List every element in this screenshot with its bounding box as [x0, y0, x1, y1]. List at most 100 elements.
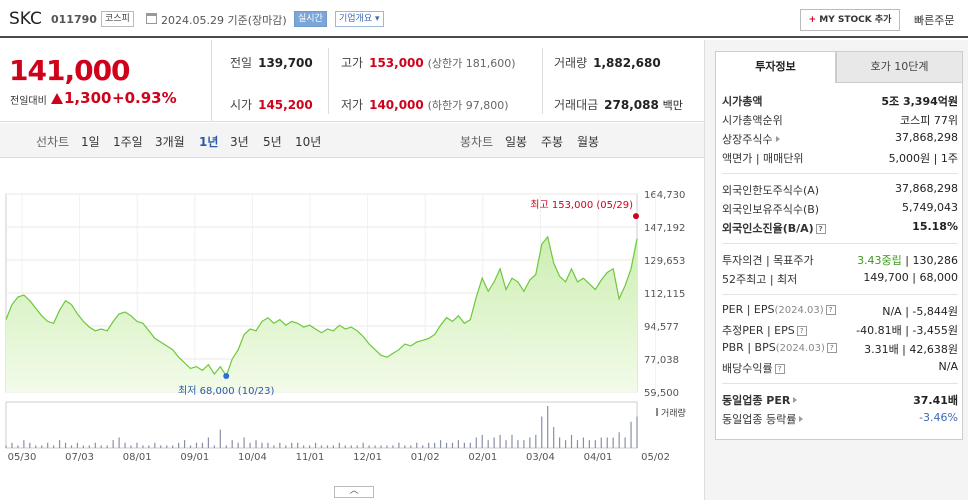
- period-1w[interactable]: 1주일: [113, 135, 143, 149]
- period-5y[interactable]: 5년: [263, 135, 282, 149]
- row-shares: 상장주식수 37,868,298: [722, 131, 958, 146]
- tab-investment-info[interactable]: 투자정보: [715, 51, 836, 83]
- volume-bar: [23, 440, 25, 448]
- stat-volume: 거래량 1,882,680: [554, 56, 661, 70]
- volume-legend-mark: [656, 408, 658, 416]
- candle-weekly[interactable]: 주봉: [541, 135, 564, 149]
- my-stock-add-button[interactable]: + MY STOCK 추가: [800, 9, 900, 31]
- x-tick-label: 05/30: [8, 452, 37, 463]
- realtime-button[interactable]: 실시간: [294, 11, 327, 27]
- period-1y[interactable]: 1년: [199, 135, 219, 149]
- x-tick-label: 07/03: [65, 452, 94, 463]
- volume-bar: [183, 440, 186, 448]
- chart-period-bar: 선차트 1일 1주일 3개월 1년 3년 5년 10년 봉차트 일봉 주봉 월봉: [0, 123, 704, 158]
- collapse-button[interactable]: ︿: [334, 486, 374, 498]
- volume-bar: [600, 437, 602, 448]
- volume-bar: [523, 440, 525, 448]
- divider: [542, 48, 543, 114]
- volume-bar: [439, 440, 442, 448]
- volume-bar: [297, 442, 299, 448]
- volume-bar: [195, 442, 198, 448]
- volume-bar: [148, 445, 150, 448]
- stock-header: SKC 011790 코스피 2024.05.29 기준(장마감) 실시간 기업…: [0, 0, 968, 38]
- volume-bar: [314, 442, 317, 448]
- volume-bar: [511, 434, 513, 448]
- row-par: 액면가 | 매매단위 5,000원 | 1주: [722, 152, 958, 165]
- stat-low: 저가 140,000 (하한가 97,800): [341, 98, 509, 112]
- volume-bar: [225, 445, 227, 448]
- volume-bar: [189, 445, 192, 448]
- y-tick-label: 164,730: [644, 190, 685, 201]
- volume-bar: [106, 445, 108, 448]
- y-tick-label: 59,500: [644, 388, 679, 399]
- company-info-dropdown[interactable]: 기업개요 ▾: [335, 11, 384, 27]
- stock-code: 011790: [51, 13, 97, 26]
- volume-bar: [404, 445, 406, 448]
- x-tick-label: 10/04: [238, 452, 267, 463]
- volume-bar: [618, 432, 620, 448]
- row-dividend: 배당수익률? N/A: [722, 360, 958, 375]
- tab-order-book[interactable]: 호가 10단계: [836, 51, 963, 83]
- volume-bar: [606, 437, 608, 448]
- volume-bar: [154, 442, 156, 448]
- candle-daily[interactable]: 일봉: [505, 135, 528, 149]
- high-label: 최고 153,000 (05/29): [530, 199, 633, 211]
- period-10y[interactable]: 10년: [295, 135, 322, 149]
- price-chart-svg: 164,730 147,192 129,653 112,115 94,577 77,038…: [5, 190, 686, 463]
- volume-bar: [350, 445, 352, 448]
- y-tick-label: 112,115: [644, 289, 685, 300]
- x-tick-label: 01/02: [411, 452, 440, 463]
- x-tick-label: 12/01: [353, 452, 382, 463]
- volume-bar: [344, 445, 346, 448]
- volume-bar: [386, 445, 388, 448]
- high-point: [633, 213, 639, 220]
- volume-bar: [112, 440, 114, 448]
- volume-bar: [11, 442, 13, 448]
- volume-bar: [451, 442, 454, 448]
- volume-bar: [255, 440, 257, 448]
- volume-bar: [499, 434, 501, 448]
- y-tick-label: 77,038: [644, 355, 679, 366]
- volume-bar: [201, 442, 204, 448]
- volume-bar: [308, 445, 311, 448]
- volume-bar: [559, 437, 561, 448]
- volume-bar: [428, 442, 430, 448]
- help-icon[interactable]: ?: [815, 224, 826, 234]
- volume-bar: [53, 445, 55, 448]
- volume-bar: [374, 445, 376, 448]
- row-sector-change: 동일업종 등락률 -3.46%: [722, 411, 958, 426]
- period-1d[interactable]: 1일: [81, 135, 100, 149]
- row-foreign-limit: 외국인한도주식수(A) 37,868,298: [722, 182, 958, 197]
- price-chart[interactable]: 164,730 147,192 129,653 112,115 94,577 77,038…: [0, 158, 704, 500]
- volume-bar: [326, 445, 329, 448]
- help-icon[interactable]: ?: [826, 343, 837, 353]
- help-icon[interactable]: ?: [825, 305, 836, 315]
- volume-bar: [124, 442, 126, 448]
- volume-bar: [564, 440, 567, 448]
- x-tick-label: 04/01: [584, 452, 613, 463]
- volume-bar: [279, 442, 281, 448]
- volume-bar: [94, 442, 96, 448]
- volume-bar: [481, 434, 483, 448]
- volume-bar: [582, 437, 585, 448]
- help-icon[interactable]: ?: [796, 326, 807, 336]
- volume-bar: [469, 442, 471, 448]
- expand-arrow-icon[interactable]: [775, 136, 780, 142]
- calendar-icon: [146, 13, 157, 24]
- candle-monthly[interactable]: 월봉: [577, 135, 600, 149]
- current-price-box: 141,000 전일대비 1,300 +0.93%: [0, 40, 212, 122]
- volume-bar: [207, 437, 209, 448]
- stat-prev: 전일 139,700: [230, 56, 313, 70]
- expand-arrow-icon[interactable]: [793, 397, 798, 403]
- period-3m[interactable]: 3개월: [155, 135, 185, 149]
- volume-bar: [178, 442, 180, 448]
- volume-bar: [505, 440, 507, 448]
- volume-bar: [338, 442, 340, 448]
- help-icon[interactable]: ?: [774, 364, 785, 374]
- period-3y[interactable]: 3년: [230, 135, 249, 149]
- volume-bar: [237, 442, 239, 448]
- quick-order-link[interactable]: 빠른주문: [914, 14, 955, 27]
- x-tick-label: 03/04: [526, 452, 555, 463]
- expand-arrow-icon[interactable]: [799, 416, 804, 422]
- row-cap-rank: 시가총액순위 코스피 77위: [722, 114, 958, 127]
